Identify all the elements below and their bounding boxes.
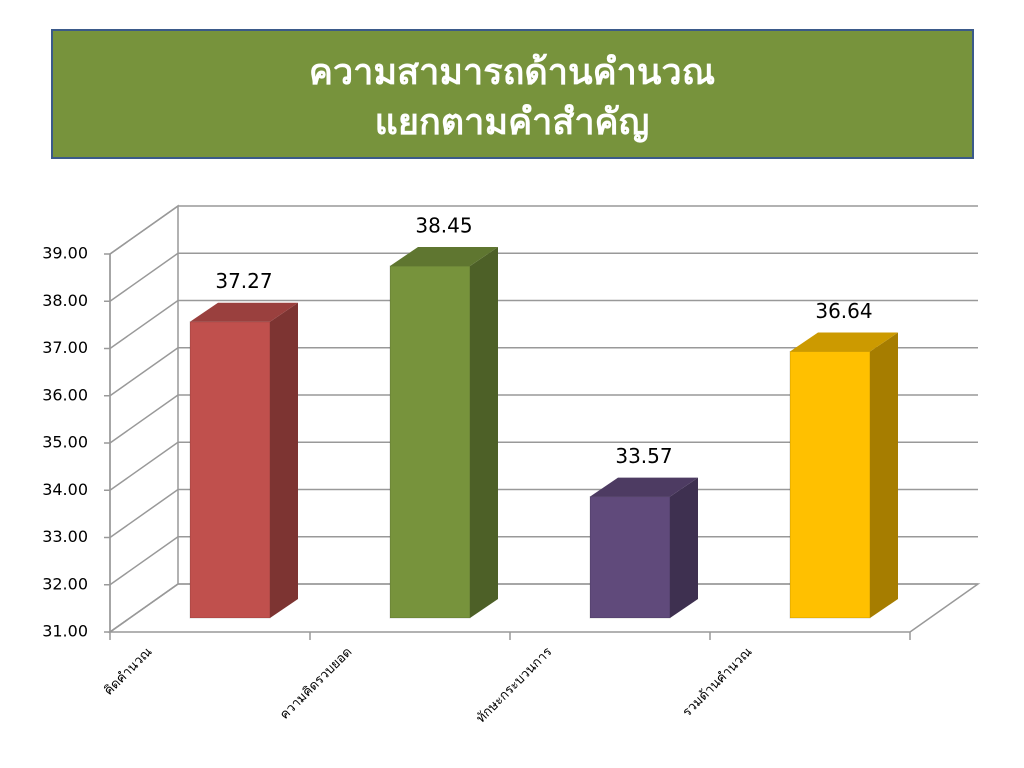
grid-line — [109, 488, 978, 539]
title-box — [51, 29, 974, 159]
y-tick-label: 38.00 — [42, 291, 88, 310]
grid-line — [109, 299, 978, 350]
chart-title: ความสามารถด้านคำนวณ — [309, 52, 715, 93]
bar-side — [870, 332, 898, 618]
y-tick-label: 36.00 — [42, 385, 88, 404]
bar-top — [590, 477, 698, 497]
bar — [789, 351, 871, 619]
x-tick-label: คิดคำนวณ — [101, 645, 155, 699]
data-label: 38.45 — [415, 213, 472, 237]
y-tick-label: 39.00 — [42, 244, 88, 263]
grid-line — [109, 205, 978, 255]
grid-line — [109, 252, 978, 302]
x-tick-label: ทักษะกระบวนการ — [474, 645, 556, 727]
grid-line — [109, 583, 978, 633]
y-tick-label: 37.00 — [42, 338, 88, 357]
bar — [589, 496, 671, 619]
bar-top — [190, 302, 298, 322]
y-tick-label: 31.00 — [42, 622, 88, 641]
grid-line — [109, 347, 978, 397]
y-tick-label: 35.00 — [42, 433, 88, 452]
bar-side — [670, 477, 698, 618]
x-tick-label: ความคิดรวบยอด — [277, 645, 355, 723]
grid-line — [109, 441, 978, 491]
data-label: 37.27 — [215, 269, 272, 293]
y-tick-label: 33.00 — [42, 527, 88, 546]
x-tick-label: รวมด้านคำนวณ — [680, 645, 755, 720]
y-tick-label: 32.00 — [42, 574, 88, 593]
bar — [389, 265, 471, 619]
bar-top — [390, 246, 498, 266]
grid-line — [109, 536, 978, 586]
bar-side — [470, 246, 498, 619]
grid-line — [109, 394, 978, 444]
y-tick-label: 34.00 — [42, 480, 88, 499]
bar-side — [270, 302, 298, 618]
bar-top — [790, 332, 898, 352]
data-label: 36.64 — [815, 299, 872, 323]
bar — [189, 321, 271, 619]
data-label: 33.57 — [615, 444, 672, 468]
chart-title: แยกตามคำสำคัญ — [375, 102, 650, 143]
